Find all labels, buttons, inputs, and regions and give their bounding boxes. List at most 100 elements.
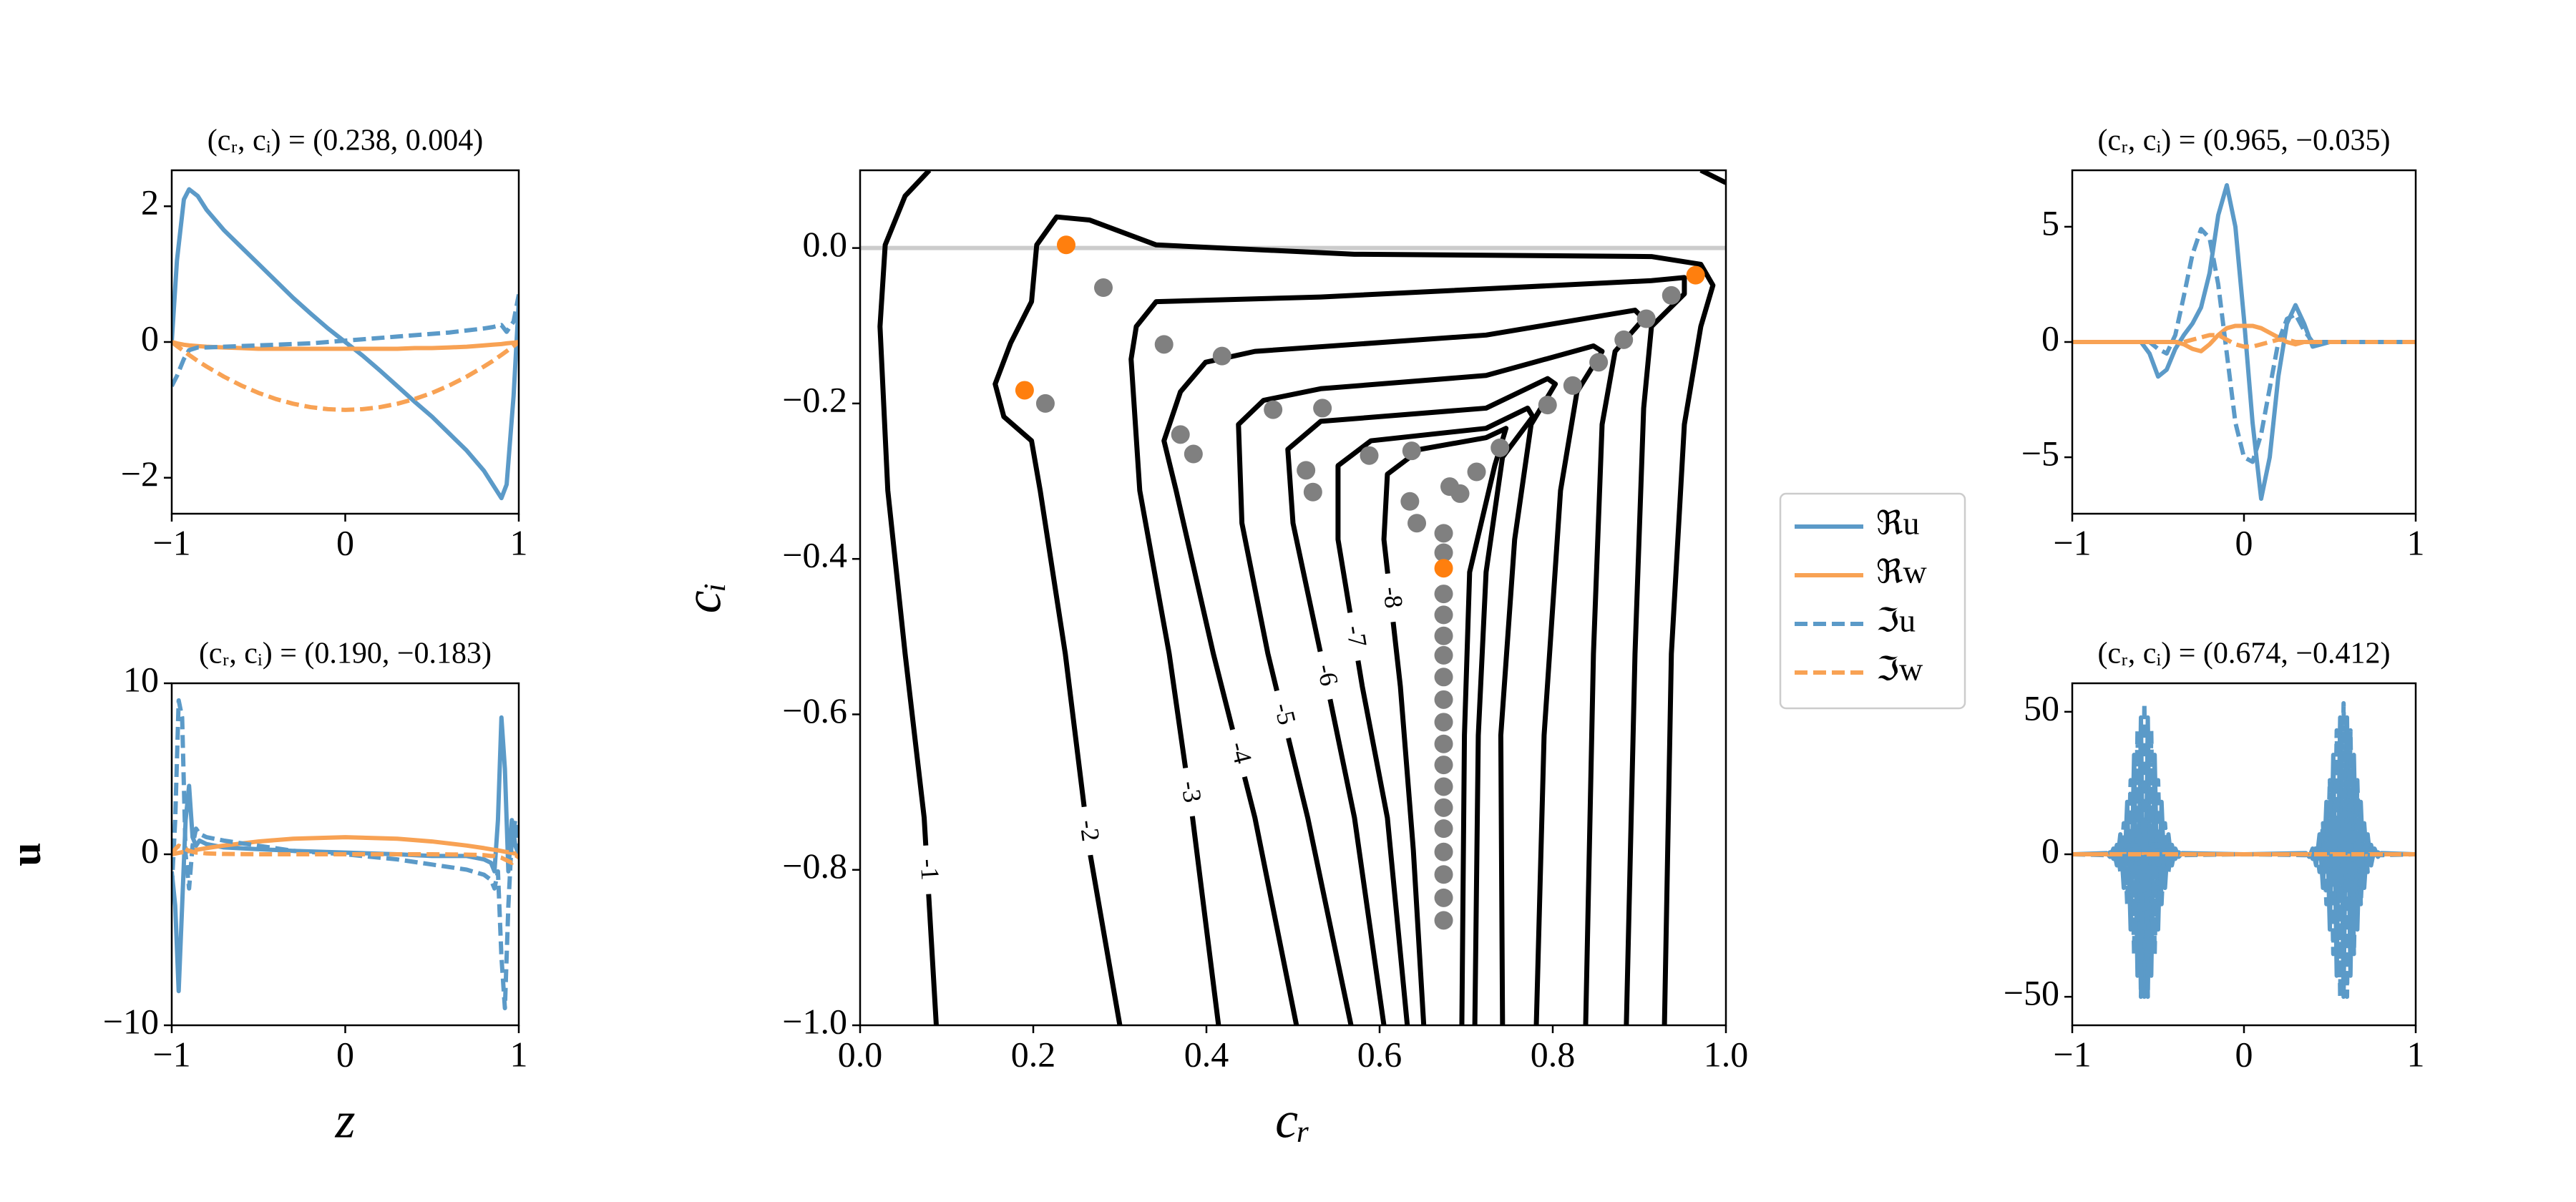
y-tick-label: −5: [2021, 434, 2059, 474]
contour-label-bg: [1219, 725, 1259, 781]
y-tick-label: −2: [121, 454, 159, 494]
series-line: [2072, 333, 2416, 349]
x-tick-label: 1: [2407, 1034, 2425, 1074]
eigenvalue-point: [1434, 865, 1453, 884]
contour-label-bg: [911, 844, 943, 895]
eigenvalue-point: [1434, 756, 1453, 775]
x-axis-label: cᵣ: [1275, 1092, 1311, 1149]
contour-line: [1161, 308, 1646, 1025]
plot-area: [172, 187, 519, 501]
eigenvalue-point: [1434, 626, 1453, 645]
eigenvalue-point: [1303, 482, 1322, 502]
axes: -1-2-3-4-5-6-7-80.0 0.2 0.4 0.6 0.8 1.0−1.0−0…: [675, 169, 1749, 1149]
x-tick-label: 0.8: [1531, 1034, 1576, 1074]
y-tick-label: −0.4: [782, 535, 847, 575]
eigenvalue-point: [1056, 235, 1075, 255]
y-tick-label: 0.0: [803, 224, 848, 264]
y-tick-label: −50: [2004, 973, 2059, 1013]
contour-label-bg: [1306, 648, 1345, 703]
eigenvalue-point: [1400, 492, 1420, 511]
eigenvalue-point: [1434, 842, 1453, 861]
y-tick-label: −0.6: [782, 690, 847, 731]
eigenvalue-point: [1434, 734, 1453, 753]
contour-label-bg: [1070, 805, 1105, 857]
y-axis-label: cᵢ: [675, 582, 732, 613]
series-line: [172, 294, 519, 388]
y-tick-label: −10: [103, 1001, 159, 1041]
eigenvalue-point: [1614, 330, 1634, 349]
contour-label: -2: [1074, 819, 1105, 844]
eigenvalue-point: [1402, 441, 1421, 461]
eigenvalue-point: [1434, 605, 1453, 625]
series-line: [2072, 227, 2416, 464]
x-tick-label: 1: [2407, 522, 2425, 562]
eigenvalue-point: [1313, 399, 1332, 418]
legend-frame: [1779, 492, 1966, 710]
series-line: [2072, 182, 2416, 502]
x-tick-label: 0.4: [1184, 1034, 1229, 1074]
eigenvalue-point: [1434, 911, 1453, 930]
plot-area: [2072, 182, 2416, 502]
eigenvalue-point: [1434, 777, 1453, 796]
contour-label: -8: [1377, 585, 1408, 610]
series-line: [172, 340, 519, 351]
eigenvalue-point: [1538, 396, 1557, 415]
contour-label-bg: [1263, 687, 1302, 742]
x-tick-label: 1.0: [1704, 1034, 1749, 1074]
eigenvalue-point: [1686, 265, 1705, 285]
y-tick-label: 0: [2041, 318, 2059, 358]
y-tick-label: 5: [2041, 202, 2059, 243]
x-tick-label: 0.6: [1357, 1034, 1402, 1074]
x-tick-label: 0: [336, 1034, 354, 1074]
contour-label-bg: [1171, 766, 1207, 819]
axes-title: (cᵣ, cᵢ) = (0.965, −0.035): [2097, 124, 2390, 157]
series-line: [172, 844, 519, 865]
eigenvalue-point: [1264, 400, 1283, 419]
x-tick-label: 0: [2235, 522, 2253, 562]
contour-label-bg: [1336, 610, 1372, 663]
axes: −1 0 1 −2 0 2 (cᵣ, cᵢ) = (0.238, 0.004): [121, 124, 528, 563]
eigenvalue-point: [1563, 376, 1582, 395]
x-tick-label: −1: [152, 1034, 190, 1074]
series-line: [172, 340, 519, 412]
axes-title: (cᵣ, cᵢ) = (0.190, −0.183): [199, 637, 492, 670]
eigenvalue-point: [1589, 353, 1609, 372]
plot-area: [172, 698, 519, 1011]
eigenvalue-point: [1434, 524, 1453, 543]
eigenvalue-point: [1434, 713, 1453, 732]
contour-label: -7: [1341, 623, 1372, 649]
plot-area: [2072, 700, 2416, 1000]
eigenvalue-point: [1094, 278, 1113, 298]
eigenvalue-point: [1015, 381, 1034, 400]
contour-label-bg: [1373, 572, 1407, 624]
contour-line: [1128, 275, 1687, 1025]
axes-title: (cᵣ, cᵢ) = (0.238, 0.004): [208, 124, 483, 157]
eigenvalue-point: [1434, 645, 1453, 665]
eigenvalue-point: [1440, 477, 1460, 497]
contour-line: [992, 214, 1716, 1025]
eigenvalue-point: [1434, 543, 1453, 562]
y-tick-label: 10: [123, 659, 159, 699]
x-tick-label: −1: [152, 522, 190, 562]
y-tick-label: −0.8: [782, 846, 847, 886]
y-axis-label: u: [2, 842, 49, 866]
axes: −1 0 1 −5 0 5 (cᵣ, cᵢ) = (0.965, −0.035): [2021, 124, 2425, 563]
y-tick-label: −0.2: [782, 379, 847, 419]
x-tick-label: 0: [2235, 1034, 2253, 1074]
series-line: [172, 698, 519, 1011]
x-tick-label: 0: [336, 522, 354, 562]
axes-title: (cᵣ, cᵢ) = (0.674, −0.412): [2097, 637, 2390, 670]
x-tick-label: −1: [2053, 1034, 2091, 1074]
legend-label: ℑu: [1876, 602, 1916, 639]
eigenvalue-point: [1434, 798, 1453, 817]
eigenvalue-point: [1434, 559, 1453, 578]
legend-label: ℑw: [1876, 651, 1923, 688]
legend: ℜu ℜw ℑu ℑw: [1779, 492, 1966, 710]
x-tick-label: 0.2: [1011, 1034, 1056, 1074]
eigenvalue-point: [1662, 285, 1681, 305]
contour-label: -3: [1176, 779, 1207, 804]
eigenvalue-point: [1434, 819, 1453, 839]
eigenvalue-point: [1636, 309, 1656, 328]
